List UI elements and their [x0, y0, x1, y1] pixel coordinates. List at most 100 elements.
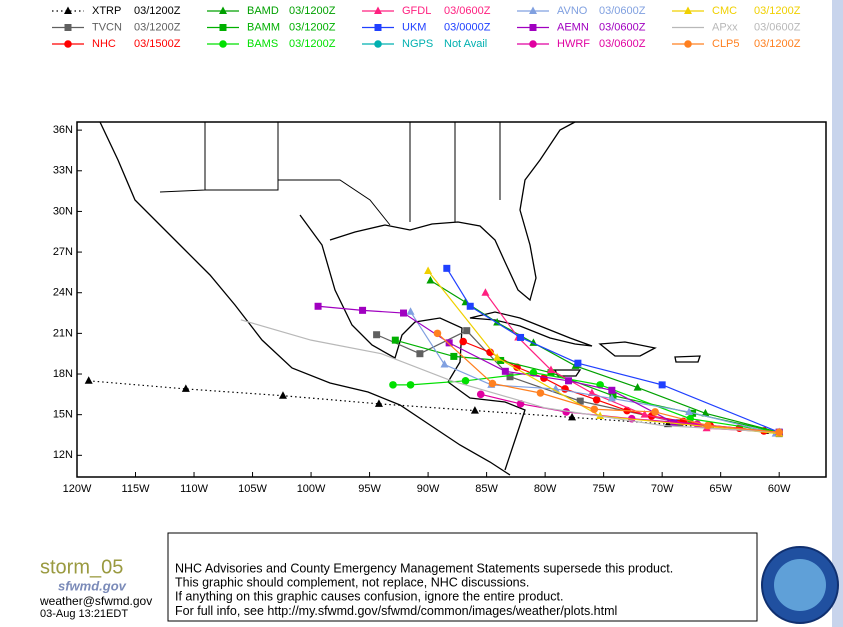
x-tick-label: 80W — [534, 483, 557, 495]
x-tick-label: 100W — [297, 483, 326, 495]
track-point — [685, 407, 694, 415]
legend-marker — [374, 24, 382, 31]
track-point — [445, 339, 453, 347]
legend-time: 03/0600Z — [444, 5, 491, 17]
track-point — [84, 376, 93, 384]
track-point — [609, 392, 617, 400]
x-tick-label: 85W — [475, 483, 498, 495]
legend-time: 03/0600Z — [599, 21, 646, 33]
y-tick-label: 21N — [53, 327, 73, 339]
track-point — [433, 329, 442, 338]
track-point — [488, 379, 497, 388]
x-tick-label: 95W — [358, 483, 381, 495]
track-point — [470, 406, 479, 414]
x-tick-label: 65W — [709, 483, 732, 495]
track-point — [426, 276, 435, 284]
track-point — [466, 302, 474, 310]
notice-line: If anything on this graphic causes confu… — [175, 590, 563, 604]
track-point — [400, 309, 408, 317]
notice-line: For full info, see http://my.sfwmd.gov/s… — [175, 604, 617, 618]
track-point — [374, 399, 383, 407]
legend-time: 03/1200Z — [289, 5, 336, 17]
track-point — [501, 367, 509, 375]
legend-marker — [219, 6, 227, 14]
x-tick-label: 90W — [417, 483, 440, 495]
legend-marker — [374, 6, 382, 14]
legend-time: 03/1200Z — [289, 38, 336, 50]
legend-marker — [64, 6, 72, 14]
legend-name: CMC — [712, 5, 737, 17]
x-tick-label: 110W — [180, 483, 209, 495]
track-point — [658, 381, 666, 389]
track-point — [517, 333, 525, 341]
track-point — [607, 393, 616, 402]
track-point — [596, 411, 605, 420]
legend-name: NGPS — [402, 38, 433, 50]
legend-marker — [64, 24, 72, 31]
track-point — [640, 410, 649, 418]
legend-name: BAMM — [247, 21, 280, 33]
legend-name: BAMD — [247, 5, 279, 17]
track-point — [359, 306, 367, 314]
y-tick-label: 33N — [53, 165, 73, 177]
track-point — [574, 359, 582, 367]
site-logo: sfwmd.gov — [58, 578, 127, 593]
track-point — [181, 384, 190, 392]
track-point — [440, 360, 449, 368]
legend-marker — [219, 24, 227, 31]
track-line — [446, 268, 780, 433]
track-point — [590, 405, 599, 414]
email: weather@sfwmd.gov — [39, 594, 152, 608]
track-point — [416, 350, 424, 358]
timestamp: 03-Aug 13:21EDT — [40, 608, 128, 620]
x-tick-label: 105W — [238, 483, 267, 495]
track-line — [427, 270, 780, 435]
y-tick-label: 15N — [53, 409, 73, 421]
track-point — [703, 421, 712, 430]
legend-marker — [529, 6, 537, 14]
x-tick-label: 70W — [651, 483, 674, 495]
legend-marker — [684, 40, 692, 48]
track-point — [278, 391, 287, 399]
side-strip — [832, 0, 843, 627]
legend-marker — [219, 40, 227, 48]
legend-time: 03/1200Z — [754, 5, 801, 17]
track-point — [561, 385, 569, 393]
legend-name: BAMS — [247, 38, 278, 50]
storm-id: storm_05 — [40, 556, 123, 578]
legend-name: APxx — [712, 21, 738, 33]
track-point — [651, 408, 659, 416]
legend-time: 03/1200Z — [289, 21, 336, 33]
legend-marker — [684, 6, 692, 14]
legend-name: XTRP — [92, 5, 121, 17]
track-point — [540, 374, 548, 382]
track-point — [314, 302, 322, 310]
legend-time: Not Avail — [444, 38, 487, 50]
legend-name: GFDL — [402, 5, 431, 17]
legend-name: HWRF — [557, 38, 590, 50]
track-point — [576, 397, 584, 405]
track-point — [476, 390, 485, 399]
legend-name: CLP5 — [712, 38, 740, 50]
track-point — [406, 381, 415, 389]
track-point — [565, 377, 573, 385]
track-point — [389, 381, 397, 389]
notice-line: NHC Advisories and County Emergency Mana… — [175, 561, 673, 575]
track-point — [463, 327, 471, 335]
legend-name: AEMN — [557, 21, 589, 33]
track-point — [506, 373, 514, 381]
track-point — [536, 389, 545, 397]
y-tick-label: 36N — [53, 124, 73, 136]
y-tick-label: 12N — [53, 449, 73, 461]
legend-time: 03/0000Z — [444, 21, 491, 33]
y-tick-label: 30N — [53, 205, 73, 217]
track-line — [240, 319, 780, 433]
legend-time: 03/0600Z — [599, 5, 646, 17]
track-point — [459, 337, 468, 346]
track-line — [88, 380, 766, 432]
x-tick-label: 115W — [122, 483, 151, 495]
track-point — [406, 307, 415, 315]
track-point — [493, 353, 502, 361]
track-point — [481, 288, 490, 296]
notice-box — [167, 532, 758, 622]
